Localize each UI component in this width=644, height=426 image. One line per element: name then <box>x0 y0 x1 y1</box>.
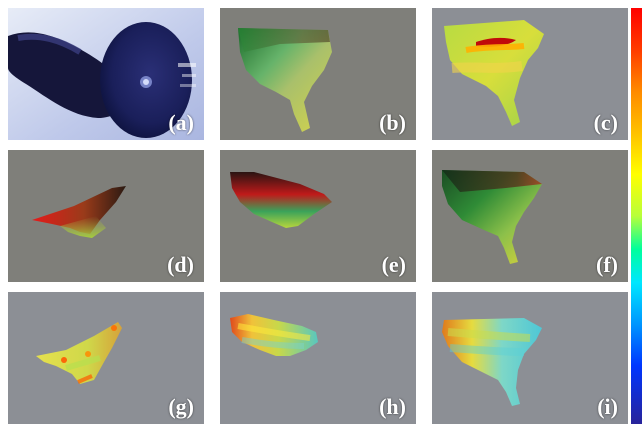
shape-heatmap-i <box>442 318 542 406</box>
shape-heatmap-f <box>442 170 542 264</box>
panel-d: (d) <box>8 150 204 282</box>
panel-label: (h) <box>379 394 406 419</box>
panel-label: (i) <box>597 394 618 419</box>
panel-a-photo: (a) <box>8 8 204 140</box>
panel-b: (b) <box>220 8 416 140</box>
shape-heatmap-e <box>230 172 332 228</box>
panel-label: (d) <box>167 252 194 277</box>
panel-label: (c) <box>593 110 618 135</box>
panel-label: (g) <box>168 394 194 419</box>
shape-heatmap-g <box>36 322 122 384</box>
shape-heatmap-d <box>32 186 126 238</box>
shape-heatmap-c <box>444 20 544 126</box>
panel-g: (g) <box>8 292 204 424</box>
panel-label: (b) <box>379 110 406 135</box>
panel-f: (f) <box>432 150 628 282</box>
shape-heatmap-b <box>238 28 332 132</box>
photo-of-hand-and-disc <box>8 8 204 140</box>
panel-i: (i) <box>432 292 628 424</box>
panel-h: (h) <box>220 292 416 424</box>
panel-label: (a) <box>168 110 194 135</box>
shape-heatmap-h <box>230 314 318 356</box>
panel-label: (e) <box>381 252 406 277</box>
panel-label: (f) <box>596 252 618 277</box>
panel-e: (e) <box>220 150 416 282</box>
color-scale-bar <box>631 8 642 424</box>
panel-c: (c) <box>432 8 628 140</box>
